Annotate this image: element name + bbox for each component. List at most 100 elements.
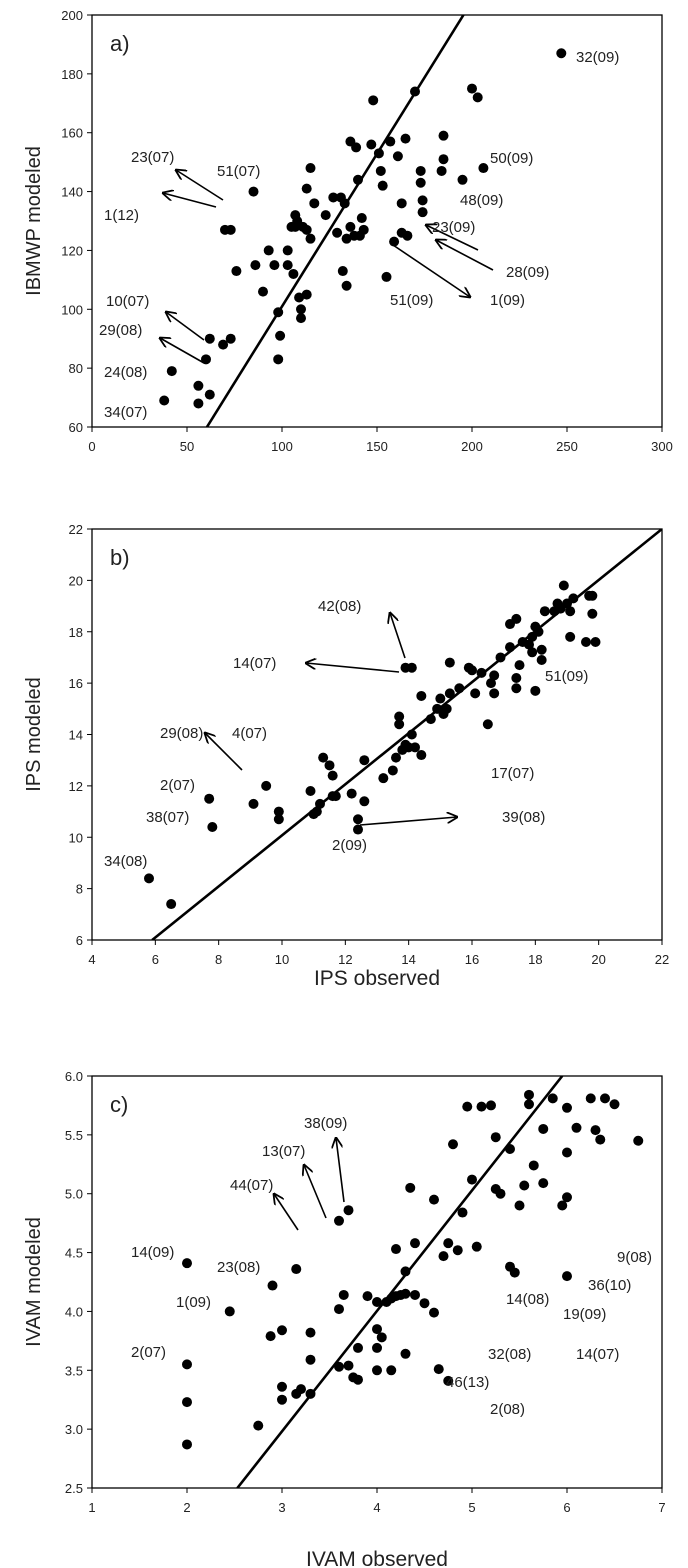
- panel-label: c): [110, 1092, 128, 1117]
- data-point: [402, 230, 413, 241]
- point-annotation: 14(09): [131, 1244, 174, 1261]
- data-point: [490, 1132, 501, 1143]
- point-annotation: 1(09): [490, 292, 525, 309]
- x-tick-label: 250: [556, 439, 578, 454]
- data-point: [590, 1125, 601, 1136]
- data-point: [328, 192, 339, 203]
- y-tick-label: 140: [61, 185, 83, 200]
- data-point: [565, 606, 576, 617]
- data-point: [514, 1200, 525, 1211]
- x-tick-label: 6: [152, 952, 159, 967]
- data-point: [392, 151, 403, 162]
- x-tick-label: 4: [373, 1500, 380, 1515]
- x-tick-label: 6: [563, 1500, 570, 1515]
- point-annotation: 2(07): [131, 1344, 166, 1361]
- y-tick-label: 5.5: [65, 1128, 83, 1143]
- data-point: [182, 1397, 192, 1408]
- data-point: [448, 1139, 458, 1150]
- annotation-arrow: [359, 817, 457, 826]
- data-point: [359, 755, 370, 766]
- data-point: [353, 1342, 363, 1353]
- y-axis-label: IBMWP modeled: [23, 146, 45, 296]
- data-point: [359, 796, 370, 807]
- data-point: [346, 788, 357, 799]
- y-tick-label: 120: [61, 243, 83, 258]
- point-annotation: 51(09): [390, 292, 433, 309]
- data-point: [204, 793, 215, 804]
- y-tick-label: 12: [69, 779, 83, 794]
- data-point: [275, 330, 286, 341]
- point-annotation: 38(07): [146, 809, 189, 826]
- x-tick-label: 18: [528, 952, 542, 967]
- data-point: [443, 1375, 454, 1386]
- data-point: [301, 224, 312, 235]
- point-annotation: 4(07): [232, 725, 267, 742]
- data-point: [495, 652, 506, 663]
- panel-1: 0 50 100 150 200 250 300 60 80 100 120 140 160 180 200…: [23, 8, 673, 454]
- data-point: [530, 685, 541, 696]
- panel-label: a): [110, 31, 130, 56]
- data-point: [415, 165, 426, 176]
- y-tick-label: 4.0: [65, 1304, 83, 1319]
- x-tick-label: 50: [180, 439, 194, 454]
- data-point: [182, 1258, 192, 1269]
- point-annotation: 32(08): [488, 1346, 531, 1363]
- annotation-arrow: [163, 193, 217, 208]
- data-point: [467, 83, 477, 94]
- panel-3: 1 2 3 4 5 6 7 2.5 3.0 3.5 4.0 4.5 5.0 5.5 6.0 IVAM mode…: [23, 1069, 666, 1568]
- data-point: [568, 593, 579, 604]
- data-point: [231, 266, 242, 277]
- point-annotation: 13(07): [262, 1143, 305, 1160]
- point-annotation: 2(07): [160, 777, 195, 794]
- data-point: [410, 1289, 420, 1300]
- data-point: [478, 163, 489, 174]
- data-point: [341, 233, 352, 244]
- panel-label: b): [110, 545, 130, 570]
- data-point: [263, 245, 274, 256]
- data-point: [305, 233, 316, 244]
- data-point: [511, 683, 522, 694]
- y-tick-label: 4.5: [65, 1246, 83, 1261]
- data-point: [406, 662, 417, 673]
- x-axis-label: IVAM observed: [306, 1548, 448, 1568]
- data-point: [511, 672, 522, 683]
- data-point: [356, 213, 367, 224]
- data-point: [571, 1122, 582, 1133]
- data-point: [386, 1365, 397, 1376]
- data-point: [309, 198, 320, 209]
- y-axis-label: IVAM modeled: [23, 1217, 45, 1347]
- data-point: [372, 1324, 382, 1335]
- data-point: [410, 1238, 420, 1249]
- data-point: [394, 719, 405, 730]
- data-point: [305, 786, 316, 797]
- data-point: [438, 1251, 449, 1262]
- data-point: [429, 1307, 439, 1318]
- data-point: [301, 289, 312, 300]
- data-point: [267, 1280, 278, 1291]
- y-tick-label: 60: [69, 420, 83, 435]
- point-annotation: 1(12): [104, 207, 139, 224]
- data-point: [372, 1365, 382, 1376]
- data-point: [193, 380, 204, 391]
- data-point: [282, 260, 293, 271]
- y-tick-label: 5.0: [65, 1187, 83, 1202]
- data-point: [396, 198, 407, 209]
- x-tick-label: 7: [658, 1500, 665, 1515]
- point-annotation: 51(07): [217, 163, 260, 180]
- data-point: [334, 1215, 344, 1226]
- data-point: [218, 339, 229, 350]
- y-tick-label: 8: [76, 882, 83, 897]
- data-point: [372, 1342, 382, 1353]
- data-point: [524, 1099, 534, 1110]
- y-tick-label: 16: [69, 676, 83, 691]
- x-tick-label: 14: [401, 952, 415, 967]
- y-tick-label: 6: [76, 933, 83, 948]
- data-point: [486, 1100, 496, 1111]
- data-point: [562, 1271, 572, 1282]
- data-point: [339, 198, 350, 209]
- data-point: [486, 678, 496, 689]
- data-point: [538, 1178, 549, 1189]
- data-point: [273, 806, 284, 817]
- data-point: [438, 154, 449, 165]
- data-point: [353, 824, 363, 835]
